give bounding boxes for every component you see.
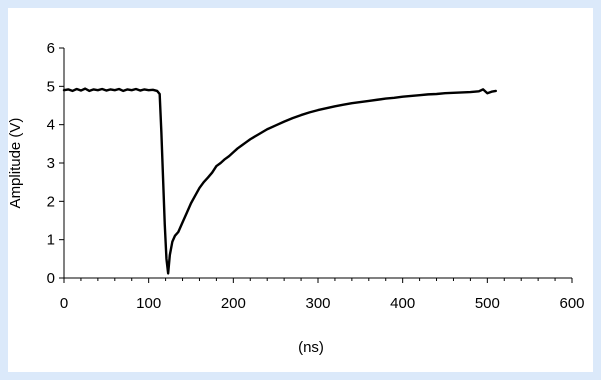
x-tick-label: 200 [221,295,246,312]
x-ticks: 0 100 200 300 400 500 600 [60,278,585,312]
x-minor-ticks [80,278,556,281]
x-tick-label: 100 [136,295,161,312]
x-axis-title: (ns) [298,339,324,356]
chart-panel [8,8,593,372]
x-tick-label: 600 [559,295,584,312]
x-tick-label: 300 [305,295,330,312]
y-ticks: 0 1 2 3 4 5 6 [47,40,64,287]
y-axis-title: Amplitude (V) [7,118,24,209]
y-tick-label: 4 [47,117,55,134]
y-tick-label: 1 [47,232,55,249]
plot-area: 0 1 2 3 4 5 6 0 100 200 300 400 500 600 [47,40,585,312]
y-tick-label: 6 [47,40,55,57]
x-tick-label: 400 [390,295,415,312]
x-tick-label: 0 [60,295,68,312]
y-tick-label: 5 [47,78,55,95]
x-tick-label: 500 [475,295,500,312]
y-tick-label: 3 [47,155,55,172]
series-line [62,87,497,275]
y-tick-label: 0 [47,270,55,287]
y-tick-label: 2 [47,193,55,210]
